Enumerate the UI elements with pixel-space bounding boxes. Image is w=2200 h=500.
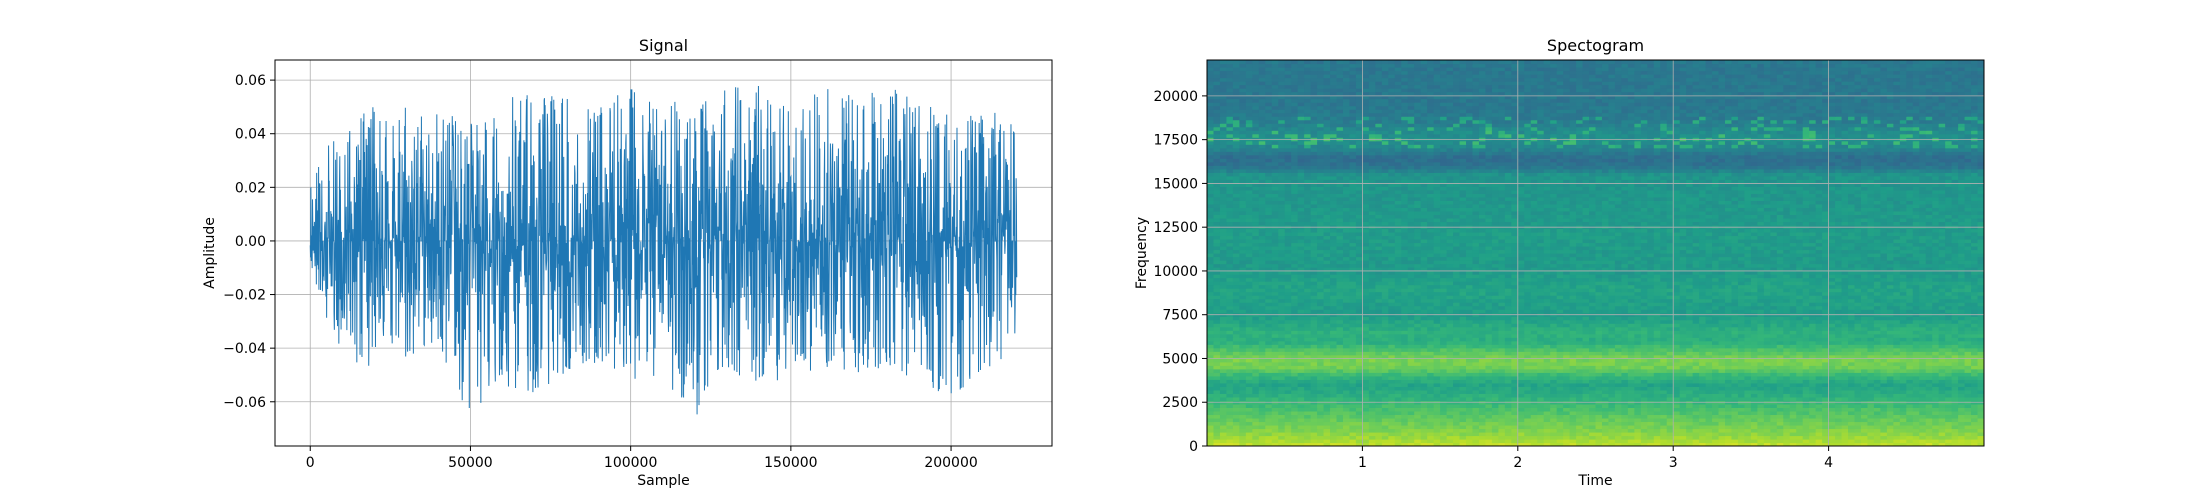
signal-y-ticks: −0.06 −0.04 −0.02 0.00 0.02 0.04 0.06 (223, 73, 275, 411)
signal-x-ticks: 0 50000 100000 150000 200000 (306, 446, 978, 471)
spectrogram-x-ticks: 1 2 3 4 (1358, 446, 1833, 471)
signal-x-tick-label: 150000 (764, 455, 817, 471)
spectrogram-title: Spectogram (1547, 36, 1644, 55)
spectrogram-y-tick-label: 17500 (1153, 133, 1198, 149)
spectrogram-y-tick-label: 15000 (1153, 176, 1198, 192)
spectrogram-y-tick-label: 10000 (1153, 264, 1198, 280)
signal-x-tick-label: 0 (306, 455, 315, 471)
signal-y-tick-label: −0.02 (223, 288, 266, 304)
signal-x-tick-label: 50000 (448, 455, 493, 471)
spectrogram-y-tick-label: 20000 (1153, 89, 1198, 105)
signal-x-tick-label: 200000 (924, 455, 977, 471)
spectrogram-grid (1207, 60, 1984, 447)
signal-title: Signal (639, 36, 688, 55)
signal-waveform (309, 85, 1018, 415)
spectrogram-plot: Spectogram 1 2 3 4 0 2500 5000 7500 10000 12500 1… (1134, 36, 1985, 489)
spectrogram-x-tick-label: 4 (1824, 455, 1833, 471)
spectrogram-x-tick-label: 1 (1358, 455, 1367, 471)
spectrogram-x-tick-label: 3 (1669, 455, 1678, 471)
signal-y-tick-label: −0.06 (223, 395, 266, 411)
spectrogram-y-ticks: 0 2500 5000 7500 10000 12500 15000 17500 20000 (1153, 89, 1207, 455)
signal-plot: Signal 0 50000 100000 150000 200000 −0.06−0.… (202, 36, 1053, 489)
signal-x-label: Sample (637, 473, 690, 489)
signal-y-tick-label: 0.06 (235, 73, 266, 89)
spectrogram-x-tick-label: 2 (1513, 455, 1522, 471)
signal-y-label: Amplitude (202, 217, 218, 289)
spectrogram-axes-frame (1206, 59, 1985, 447)
spectrogram-x-label: Time (1577, 473, 1612, 489)
spectrogram-y-tick-label: 5000 (1162, 351, 1198, 367)
spectrogram-y-tick-label: 12500 (1153, 220, 1198, 236)
spectrogram-image (1207, 60, 1984, 446)
signal-y-tick-label: −0.04 (223, 341, 266, 357)
signal-y-tick-label: 0.02 (235, 180, 266, 196)
signal-x-tick-label: 100000 (604, 455, 657, 471)
signal-axes-frame (274, 59, 1053, 447)
signal-y-tick-label: 0.04 (235, 127, 266, 143)
spectrogram-y-label: Frequency (1134, 217, 1150, 289)
spectrogram-y-tick-label: 2500 (1162, 395, 1198, 411)
spectrogram-y-tick-label: 7500 (1162, 308, 1198, 324)
spectrogram-y-tick-label: 0 (1189, 439, 1198, 455)
signal-y-tick-label: 0.00 (235, 234, 266, 250)
